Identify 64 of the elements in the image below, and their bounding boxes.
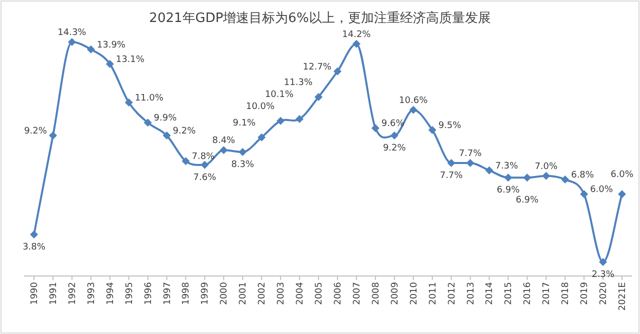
x-tick: 2013 bbox=[466, 282, 476, 305]
data-label: 13.9% bbox=[96, 40, 126, 50]
x-tick: 1992 bbox=[68, 282, 78, 305]
data-label: 9.1% bbox=[232, 118, 256, 128]
x-tick: 1997 bbox=[162, 282, 173, 305]
x-tick: 2007 bbox=[352, 282, 362, 305]
data-label: 11.3% bbox=[284, 78, 313, 88]
data-label: 6.8% bbox=[571, 170, 594, 180]
data-label: 9.2% bbox=[382, 144, 406, 154]
x-tick: 1996 bbox=[144, 282, 154, 305]
data-label: 14.2% bbox=[342, 30, 371, 40]
data-label: 6.9% bbox=[516, 196, 539, 206]
data-label: 7.7% bbox=[440, 171, 463, 181]
data-label: 9.2% bbox=[24, 126, 47, 136]
data-label: 12.7% bbox=[302, 62, 332, 72]
data-label: 13.1% bbox=[116, 55, 144, 65]
x-tick: 2015 bbox=[504, 282, 514, 305]
data-label: 3.8% bbox=[22, 242, 46, 252]
x-tick: 2003 bbox=[276, 282, 287, 305]
x-tick: 2000 bbox=[220, 282, 230, 305]
x-tick: 2009 bbox=[390, 282, 400, 305]
x-tick: 2012 bbox=[447, 282, 458, 305]
x-tick: 2020 bbox=[599, 282, 610, 305]
x-tick: 1990 bbox=[30, 282, 40, 305]
x-tick: 2011 bbox=[428, 282, 438, 305]
data-label: 9.9% bbox=[154, 114, 177, 124]
data-label: 14.3% bbox=[58, 28, 86, 38]
data-label: 6.0% bbox=[590, 185, 613, 196]
data-label: 10.1% bbox=[264, 90, 294, 100]
x-tick: 1991 bbox=[48, 282, 59, 305]
data-label: 8.4% bbox=[212, 136, 236, 146]
title: 2021年GDP增速目标为6%以上，更加注重经济高质量发展 bbox=[149, 11, 491, 26]
x-tick: 2001 bbox=[238, 282, 249, 305]
data-label: 7.7% bbox=[458, 149, 482, 159]
x-tick: 2010 bbox=[409, 282, 420, 305]
data-label: 7.3% bbox=[495, 161, 518, 172]
x-tick: 2008 bbox=[371, 282, 382, 305]
data-label: 7.6% bbox=[193, 172, 216, 183]
x-tick: 2002 bbox=[258, 282, 268, 305]
x-tick: 1994 bbox=[106, 282, 116, 305]
data-label: 7.0% bbox=[534, 162, 558, 172]
x-tick: 2018 bbox=[561, 282, 572, 305]
data-label: 10.0% bbox=[246, 102, 275, 112]
data-label: 9.2% bbox=[172, 126, 196, 136]
x-tick: 2006 bbox=[333, 282, 344, 305]
x-tick: 2017 bbox=[542, 282, 552, 305]
data-label: 6.0% bbox=[610, 170, 634, 180]
x-tick: 2021E bbox=[618, 282, 628, 311]
data-label: 7.8% bbox=[192, 152, 215, 162]
x-tick: 2014 bbox=[485, 282, 496, 305]
data-label: 11.0% bbox=[134, 94, 164, 104]
data-label: 10.6% bbox=[399, 96, 428, 106]
x-tick: 2004 bbox=[296, 282, 306, 305]
x-tick: 1998 bbox=[182, 282, 192, 305]
x-tick: 2019 bbox=[580, 282, 590, 305]
data-label: 2.3% bbox=[592, 270, 614, 280]
x-tick: 1999 bbox=[200, 282, 211, 305]
x-tick: 1993 bbox=[86, 282, 97, 305]
x-tick: 1995 bbox=[124, 282, 135, 305]
data-label: 6.9% bbox=[496, 186, 520, 196]
x-tick: 2016 bbox=[523, 282, 534, 305]
data-label: 8.3% bbox=[231, 160, 254, 170]
x-tick: 2005 bbox=[314, 282, 325, 305]
data-label: 9.5% bbox=[438, 121, 462, 131]
